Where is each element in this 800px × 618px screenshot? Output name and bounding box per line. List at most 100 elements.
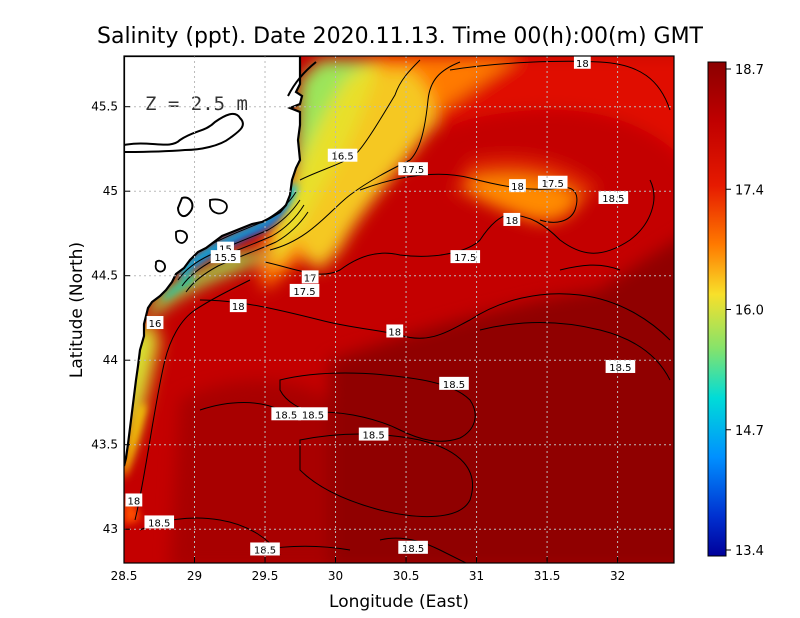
y-tick-label: 45.5 (91, 100, 118, 114)
y-tick-label: 43.5 (91, 438, 118, 452)
contour-label-text: 18 (576, 59, 589, 70)
contour-label-box (398, 540, 428, 554)
contour-label: 18.5 (298, 407, 328, 421)
contour-label: 18.5 (439, 376, 469, 391)
contour-label-box (298, 407, 328, 421)
x-axis-label: Longitude (East) (329, 592, 469, 612)
contour-label: 18.5 (605, 359, 636, 374)
contour-label: 15.5 (210, 250, 241, 264)
contour-label-text: 18.5 (362, 431, 384, 442)
y-axis-ticks: 43 43.5 44 44.5 45 45.5 (91, 100, 130, 536)
x-tick-label: 32 (610, 569, 625, 583)
contour-label-text: 18 (232, 302, 245, 313)
contour-label-box (125, 493, 143, 507)
contour-label-box (210, 250, 241, 264)
contour-label: 17.5 (289, 283, 320, 298)
x-tick-label: 31.5 (534, 569, 561, 583)
plot-frame (123, 55, 675, 564)
contour-label-text: 18.5 (254, 545, 276, 556)
contour-label-text: 16 (149, 319, 162, 330)
contour-label: 17.5 (398, 162, 428, 176)
contour-label-box (605, 359, 636, 373)
contour-label-text: 18.5 (602, 194, 624, 205)
depth-label: Z = 2.5 m (145, 93, 248, 115)
y-axis-label: Latitude (North) (67, 242, 87, 378)
contour-label: 18.5 (250, 542, 280, 556)
contour-label-text: 18 (388, 327, 401, 338)
x-axis-ticks: 28.5 29 29.5 30 30.5 31 31.5 32 (111, 557, 625, 583)
map-title: Salinity (ppt). Date 2020.11.13. Time 00… (97, 24, 704, 49)
contour-label-text: 17.5 (542, 179, 564, 190)
contour-label-box (537, 175, 568, 189)
contour-label-text: 17.5 (402, 165, 424, 176)
contour-label: 18.5 (358, 427, 389, 442)
colorbar-tick-label: 17.4 (735, 183, 764, 198)
contour-label: 17.5 (450, 250, 481, 264)
contour-label-box (289, 283, 320, 297)
contour-label: 18 (573, 55, 591, 70)
contour-label: 18 (229, 299, 247, 313)
x-tick-label: 29.5 (252, 569, 279, 583)
colorbar: 18.7 17.4 16.0 14.7 13.4 (707, 61, 764, 559)
y-tick-label: 44.5 (91, 269, 118, 283)
contour-label-text: 17 (304, 273, 317, 284)
contour-label-text: 18.5 (402, 544, 424, 555)
contour-label-box (573, 55, 591, 69)
grid-lines (124, 56, 674, 563)
contour-label: 18.5 (144, 515, 175, 529)
contour-label-text: 18 (128, 496, 141, 507)
colorbar-gradient (707, 61, 727, 557)
x-tick-label: 31 (469, 569, 484, 583)
contour-labels: 1816.517.51817.518.5181515.517.51717.518… (125, 55, 636, 556)
contour-label-text: 15.5 (214, 253, 236, 264)
x-tick-label: 29 (187, 569, 202, 583)
contour-label-box (229, 299, 247, 313)
x-tick-label: 30 (328, 569, 343, 583)
contour-label-box (450, 250, 481, 264)
x-tick-label: 28.5 (111, 569, 138, 583)
contour-label-text: 18.5 (302, 410, 324, 421)
contour-label: 18 (386, 324, 404, 338)
contour-label-text: 18 (505, 216, 518, 227)
y-tick-label: 44 (103, 353, 118, 367)
contour-label: 17.5 (537, 175, 568, 190)
contour-label-box (250, 542, 280, 556)
colorbar-ticks: 18.7 17.4 16.0 14.7 13.4 (726, 63, 764, 559)
contour-label-text: 17.5 (454, 253, 476, 264)
contour-label-text: 18.5 (443, 380, 465, 391)
colorbar-tick-label: 14.7 (735, 424, 764, 439)
contour-label-box (503, 212, 521, 226)
contour-label-text: 17.5 (293, 287, 315, 298)
contour-label-text: 18.5 (275, 410, 297, 421)
contour-label: 18.5 (271, 407, 301, 421)
contour-label-text: 18.5 (148, 518, 170, 529)
salinity-field: Z = 2.5 m (124, 56, 674, 563)
colorbar-tick-label: 18.7 (735, 63, 764, 78)
contour-label-box (598, 190, 629, 204)
contour-label: 16.5 (327, 148, 358, 163)
contour-label: 18 (509, 179, 526, 193)
contour-label-box (509, 179, 526, 193)
y-tick-label: 43 (103, 522, 118, 536)
contour-label-box (271, 407, 301, 421)
contour-label-text: 16.5 (331, 152, 353, 163)
contour-label: 17 (301, 270, 319, 284)
x-tick-label: 30.5 (393, 569, 420, 583)
contour-label-box (301, 270, 319, 284)
lake-outline (124, 112, 244, 153)
contour-label-text: 18.5 (609, 363, 631, 374)
contour-label: 18.5 (398, 540, 428, 555)
contour-label: 18 (503, 212, 521, 227)
contour-label-box (144, 515, 175, 529)
colorbar-tick-label: 16.0 (735, 304, 764, 319)
contour-label-box (146, 316, 164, 330)
contour-label-box (358, 427, 389, 441)
contour-label: 16 (146, 316, 164, 330)
contour-label-box (386, 324, 404, 338)
contour-label-box (439, 376, 469, 390)
colorbar-tick-label: 13.4 (735, 544, 764, 559)
y-tick-label: 45 (103, 184, 118, 198)
contour-label: 18.5 (598, 190, 629, 205)
contour-label: 18 (125, 493, 143, 507)
